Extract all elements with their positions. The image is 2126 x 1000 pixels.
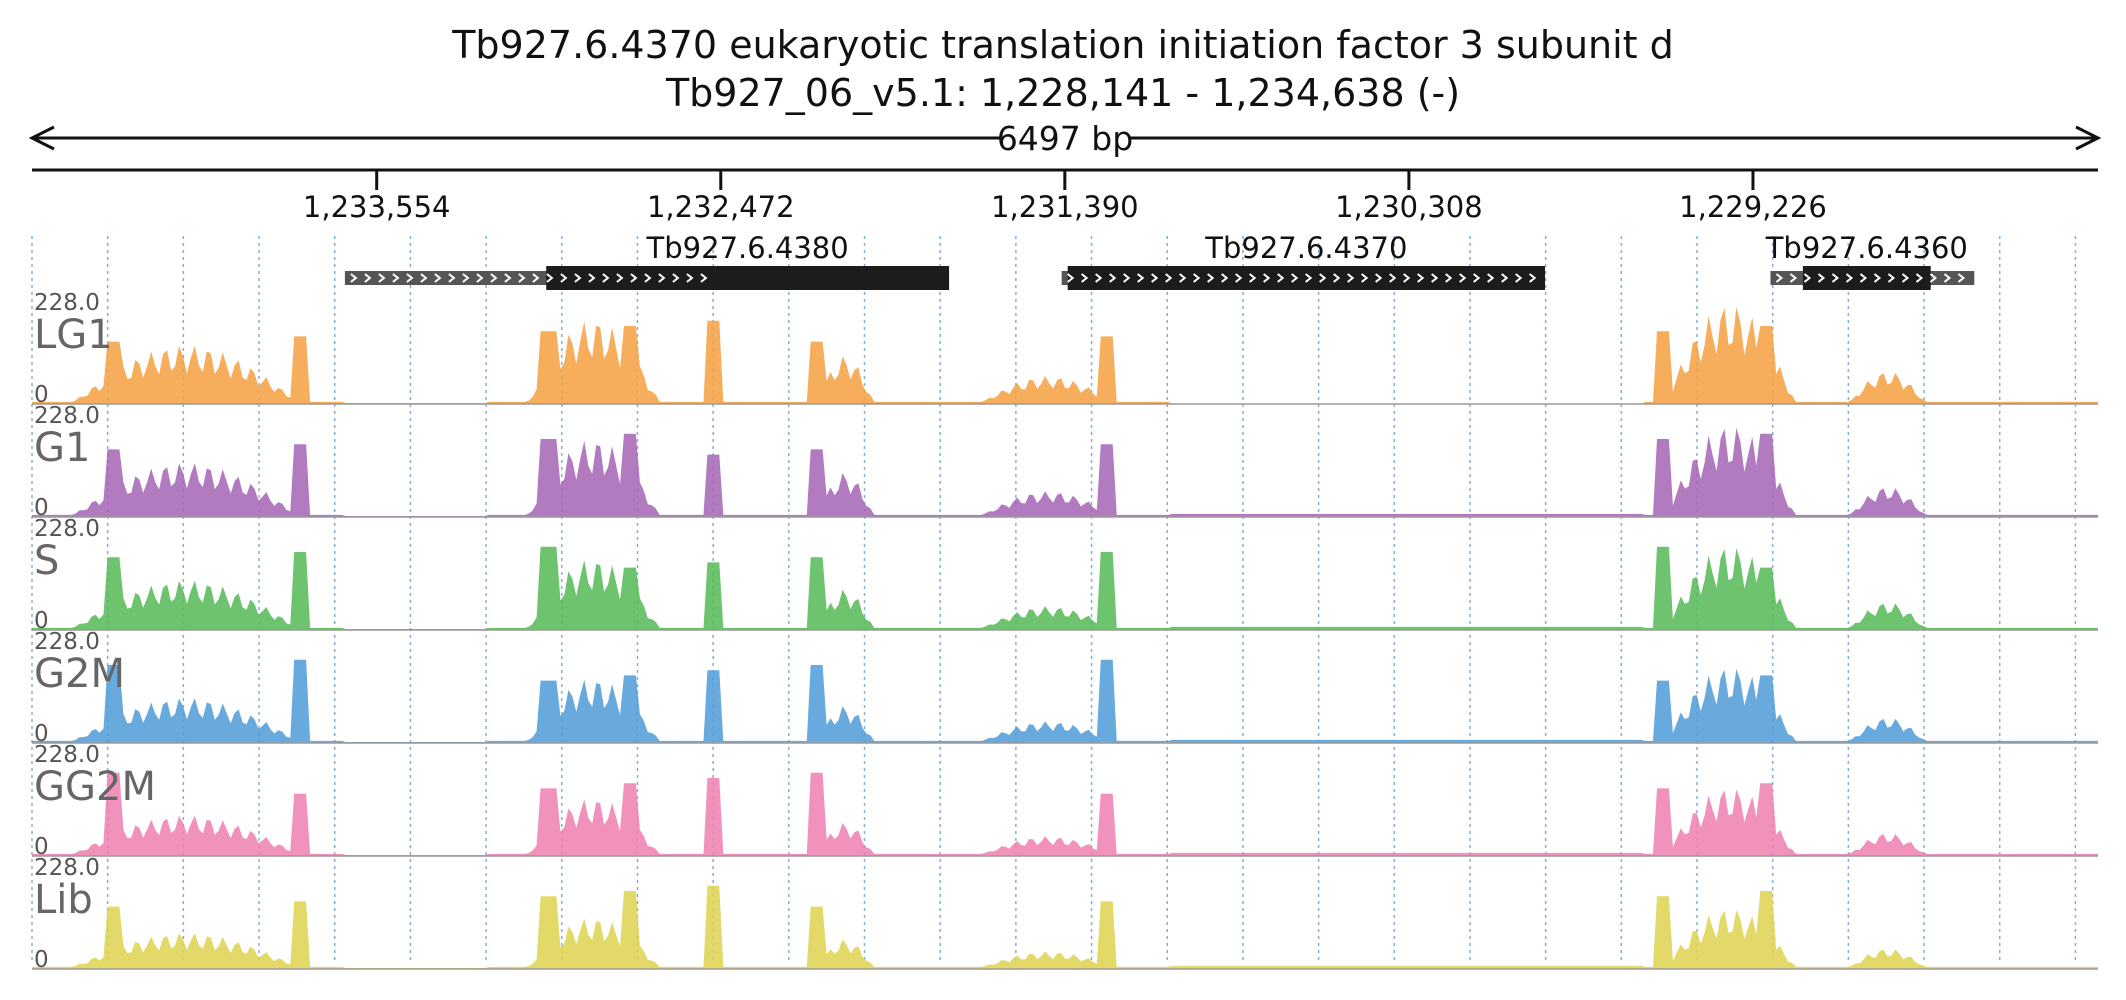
track-name: G1 bbox=[34, 425, 90, 471]
gene-cds bbox=[1067, 266, 1546, 290]
strand-chevron-icon bbox=[350, 273, 708, 283]
ruler-ticks: 1,233,554 1,232,472 1,231,390 1,230,308 1,22… bbox=[303, 170, 1827, 224]
track-lg1: 228.0 0 LG1 bbox=[32, 290, 2098, 408]
coverage-area bbox=[32, 659, 2098, 743]
track-name: G2M bbox=[34, 651, 125, 697]
track-s: 228.0 0 S bbox=[32, 516, 2098, 634]
track-lib: 228.0 0 Lib bbox=[32, 855, 2098, 973]
gene-Tb927-6-4360[interactable]: Tb927.6.4360 bbox=[1765, 231, 1975, 290]
strand-chevron-icon bbox=[1775, 273, 1966, 283]
track-g2m: 228.0 0 G2M bbox=[32, 629, 2098, 747]
gene-Tb927-6-4370[interactable]: Tb927.6.4370 bbox=[1061, 231, 1546, 290]
gene-label: Tb927.6.4380 bbox=[646, 231, 849, 265]
track-name: Lib bbox=[34, 877, 93, 923]
coverage-area bbox=[32, 772, 2098, 856]
scale-min-label: 0 bbox=[34, 947, 49, 973]
scale-min-label: 0 bbox=[34, 608, 49, 634]
ruler-tick-label: 1,229,226 bbox=[1679, 190, 1827, 224]
ruler-tick-label: 1,232,472 bbox=[647, 190, 795, 224]
ruler-tick-label: 1,230,308 bbox=[1335, 190, 1483, 224]
scale-max-label: 228.0 bbox=[34, 516, 100, 542]
track-gg2m: 228.0 0 GG2M bbox=[32, 742, 2098, 860]
track-name: GG2M bbox=[34, 764, 156, 810]
track-name: LG1 bbox=[34, 312, 113, 358]
coverage-area bbox=[32, 307, 2098, 404]
span-arrowhead-left-icon bbox=[28, 125, 55, 151]
gene-models: Tb927.6.4380 Tb927.6.4370 Tb927.6.4360 bbox=[344, 231, 1975, 290]
coverage-area bbox=[32, 546, 2098, 630]
scale-min-label: 0 bbox=[34, 834, 49, 860]
ruler-tick-label: 1,231,390 bbox=[991, 190, 1139, 224]
scale-max-label: 228.0 bbox=[34, 403, 100, 429]
coverage-tracks: 228.00LG1228.00G1228.00S228.00G2M228.00G… bbox=[32, 290, 2098, 973]
gene-label: Tb927.6.4360 bbox=[1765, 231, 1968, 265]
span-arrowhead-right-icon bbox=[2075, 125, 2102, 151]
scale-max-label: 228.0 bbox=[34, 290, 100, 316]
gene-title: Tb927.6.4370 eukaryotic translation init… bbox=[452, 23, 1674, 67]
scale-max-label: 228.0 bbox=[34, 629, 100, 655]
scale-min-label: 0 bbox=[34, 721, 49, 747]
gene-cds bbox=[546, 266, 950, 290]
track-name: S bbox=[34, 538, 59, 584]
ruler-tick-label: 1,233,554 bbox=[303, 190, 451, 224]
scale-max-label: 228.0 bbox=[34, 742, 100, 768]
span-indicator: 6497 bp bbox=[28, 119, 2102, 158]
coverage-area bbox=[32, 885, 2098, 969]
gene-label: Tb927.6.4370 bbox=[1204, 231, 1407, 265]
locus-coordinates: Tb927_06_v5.1: 1,228,141 - 1,234,638 (-) bbox=[665, 71, 1461, 115]
scale-min-label: 0 bbox=[34, 382, 49, 408]
coverage-area bbox=[32, 427, 2098, 517]
span-label: 6497 bp bbox=[997, 119, 1133, 158]
gene-Tb927-6-4380[interactable]: Tb927.6.4380 bbox=[344, 231, 950, 290]
track-g1: 228.0 0 G1 bbox=[32, 403, 2098, 521]
strand-chevron-icon bbox=[1067, 273, 1537, 283]
scale-min-label: 0 bbox=[34, 495, 49, 521]
scale-max-label: 228.0 bbox=[34, 855, 100, 881]
